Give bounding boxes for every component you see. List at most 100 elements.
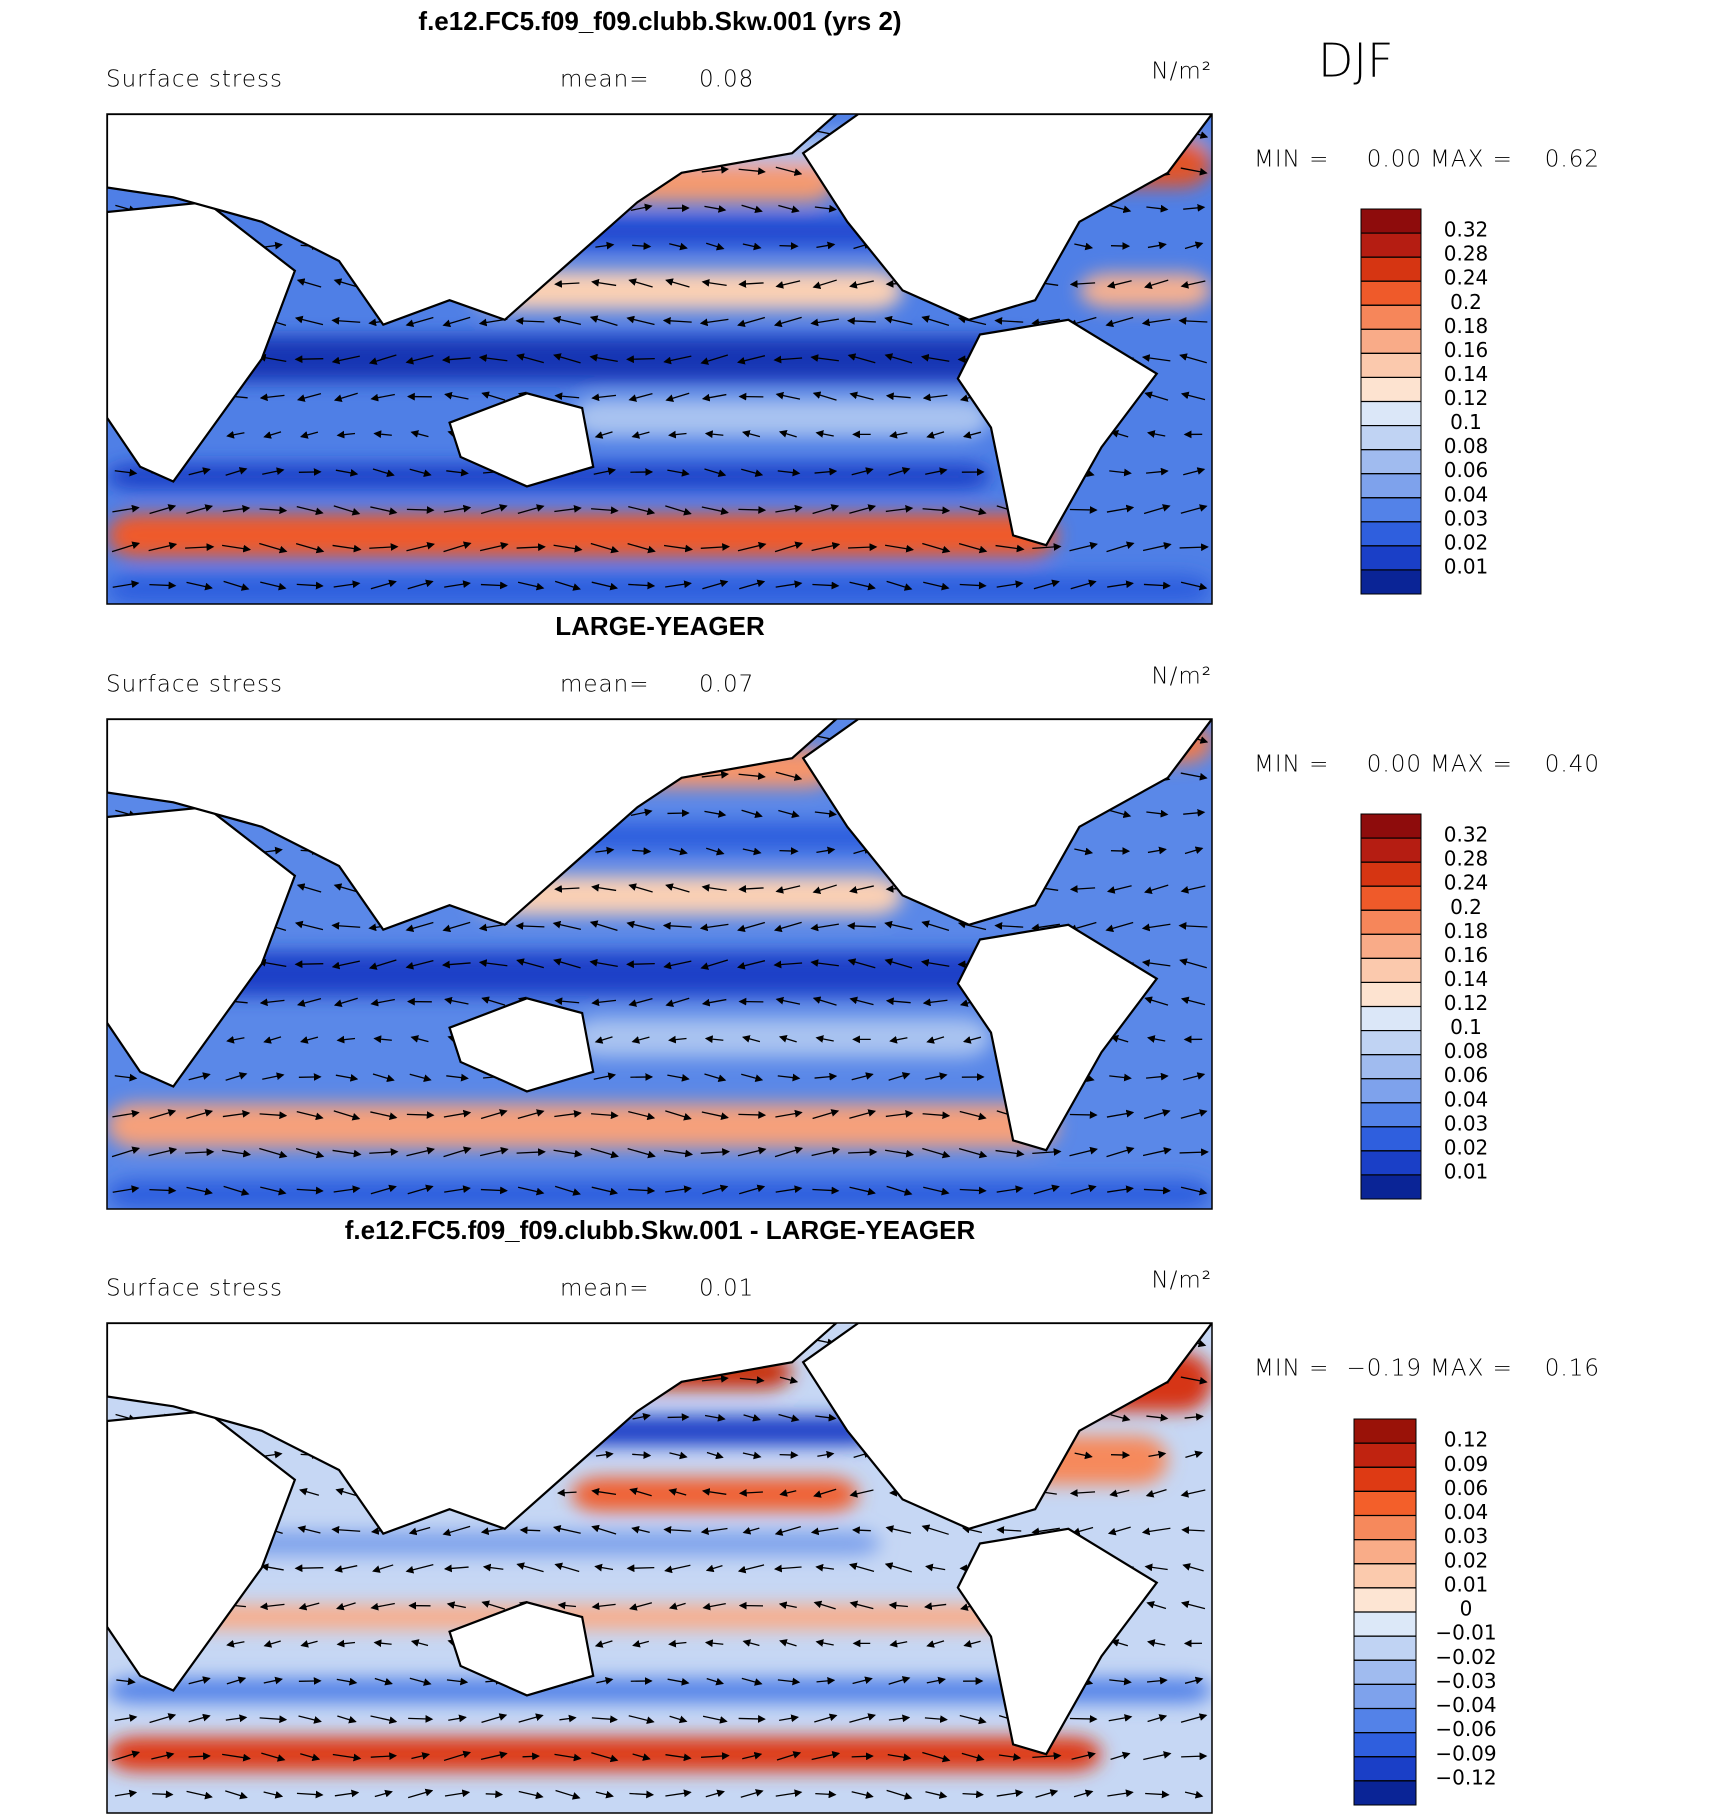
wind-arrow (335, 1073, 359, 1082)
wind-arrow (332, 1149, 362, 1158)
wind-arrow (522, 1752, 540, 1761)
wind-arrow (702, 1184, 729, 1195)
wind-arrow (262, 467, 285, 476)
wind-arrow (776, 1751, 802, 1761)
wind-arrow (815, 1035, 834, 1043)
field-band (107, 513, 1058, 558)
wind-arrow (296, 1790, 324, 1799)
colorbar-tick-label: 0.02 (1444, 530, 1489, 554)
wind-arrow (1110, 1639, 1129, 1647)
wind-arrow (957, 920, 987, 931)
wind-arrow (406, 506, 435, 514)
wind-arrow (1105, 316, 1134, 328)
wind-arrow (812, 884, 837, 894)
wind-arrow (812, 1109, 840, 1120)
wind-arrow (516, 353, 544, 364)
wind-arrow (996, 1526, 1022, 1534)
wind-arrow (226, 1676, 247, 1685)
wind-arrow (851, 467, 874, 476)
wind-arrow (149, 1186, 177, 1195)
wind-arrow (1031, 318, 1060, 327)
wind-arrow (114, 1714, 138, 1722)
wind-arrow (811, 542, 841, 552)
field-band (107, 1737, 1102, 1772)
map-frame (106, 113, 1213, 605)
wind-arrow (443, 1750, 472, 1762)
wind-arrow (962, 431, 982, 439)
colorbar-box (1360, 425, 1422, 451)
wind-arrow (815, 430, 834, 438)
wind-arrow (443, 1564, 469, 1573)
wind-arrow (296, 392, 322, 402)
wind-arrow (814, 809, 837, 818)
wind-arrow (333, 1185, 361, 1194)
wind-arrow (331, 355, 360, 365)
wind-arrow (333, 505, 361, 516)
wind-arrow (740, 1789, 764, 1798)
wind-arrow (185, 543, 215, 551)
wind-arrow (1105, 921, 1134, 933)
wind-arrow (554, 279, 580, 288)
wind-arrow (921, 315, 950, 327)
wind-arrow (517, 1186, 545, 1196)
wind-arrow (1069, 541, 1098, 552)
wind-arrow (188, 1676, 211, 1685)
wind-arrow (994, 921, 1024, 930)
wind-arrow (591, 1186, 619, 1196)
wind-arrow (259, 1715, 288, 1724)
wind-arrow (669, 242, 688, 251)
colorbar-box (1360, 497, 1422, 523)
wind-arrow (739, 1184, 766, 1195)
wind-arrow (591, 1111, 619, 1120)
wind-arrow (222, 505, 251, 513)
wind-arrow (374, 1677, 393, 1686)
colorbar-box (1360, 256, 1422, 282)
wind-arrow (1146, 809, 1169, 818)
wind-arrow (888, 467, 911, 476)
wind-arrow (589, 958, 618, 967)
wind-arrow (775, 996, 801, 1005)
wind-arrow (810, 923, 839, 932)
wind-arrow (962, 1036, 982, 1044)
wind-arrow (849, 885, 874, 894)
wind-arrow (702, 579, 729, 590)
field-band (107, 1179, 1212, 1209)
wind-arrow (186, 1186, 213, 1196)
wind-arrow (517, 1109, 545, 1119)
wind-arrow (668, 1602, 686, 1610)
field-band (107, 1604, 1102, 1630)
wind-arrow (555, 1789, 581, 1800)
wind-arrow (1180, 1713, 1208, 1723)
wind-arrow (444, 580, 471, 589)
wind-arrow (1109, 468, 1132, 477)
wind-arrow (591, 581, 619, 591)
continent (801, 719, 1212, 926)
wind-arrow (186, 504, 214, 514)
colorbar-box (1353, 1635, 1417, 1661)
wind-arrow (188, 1713, 211, 1723)
wind-arrow (1107, 1185, 1134, 1194)
wind-arrow (409, 1073, 432, 1082)
wind-arrow (996, 1185, 1024, 1194)
colorbar-box (1353, 1756, 1417, 1782)
wind-arrow (589, 315, 618, 327)
colorbar-tick-label: 0.16 (1444, 338, 1489, 362)
colorbar-tick-label: 0.32 (1444, 823, 1489, 847)
wind-arrow (628, 883, 653, 893)
wind-arrow (405, 316, 434, 328)
wind-arrow (849, 1600, 874, 1610)
colorbar-tick-label: 0.18 (1444, 314, 1489, 338)
wind-arrow (1109, 1677, 1132, 1686)
wind-arrow (334, 1565, 358, 1573)
wind-arrow (407, 1788, 434, 1799)
wind-arrow (810, 318, 839, 327)
wind-arrow (813, 1488, 837, 1498)
wind-arrow (373, 430, 392, 439)
wind-arrow (222, 1753, 251, 1762)
wind-arrow (226, 1639, 245, 1648)
wind-arrow (333, 278, 359, 288)
wind-arrow (925, 467, 948, 476)
wind-arrow (813, 1600, 836, 1610)
wind-arrow (959, 581, 987, 590)
wind-arrow (1179, 353, 1207, 364)
